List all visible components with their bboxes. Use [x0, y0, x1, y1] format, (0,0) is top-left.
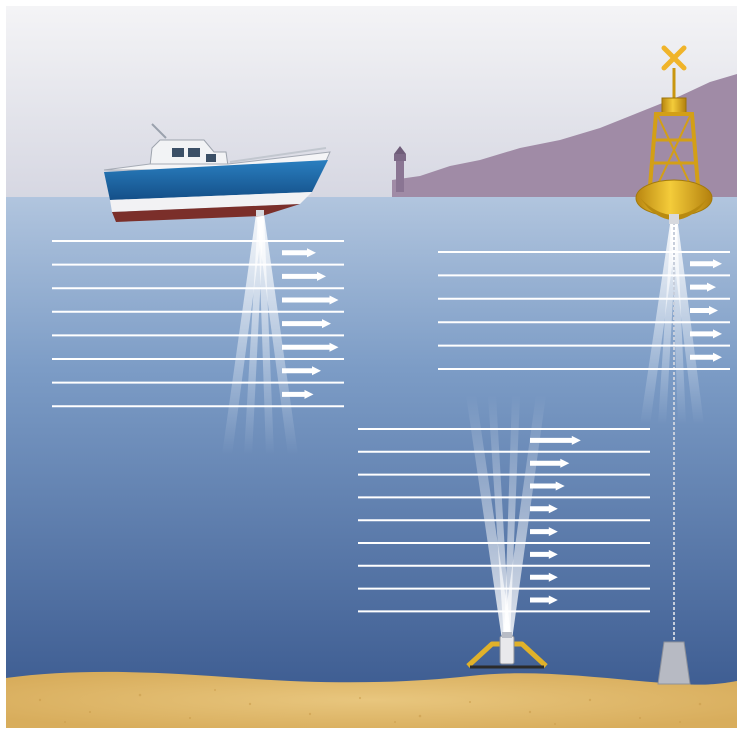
current-arrow-icon	[530, 595, 558, 605]
current-arrow-icon	[690, 259, 722, 269]
current-arrow-icon	[690, 329, 722, 339]
current-arrow-icon	[530, 527, 558, 537]
seabed-frame-icon	[466, 632, 548, 669]
current-arrow-icon	[282, 319, 331, 329]
buoy-anchor-icon	[657, 641, 691, 685]
current-arrow-icon	[690, 282, 716, 292]
seabed-depth-cells	[358, 428, 650, 613]
boat-icon	[103, 123, 331, 222]
sea	[6, 197, 737, 690]
seabed	[6, 671, 737, 728]
current-arrow-icon	[530, 458, 570, 468]
current-arrow-icon	[530, 435, 581, 445]
current-arrow-icon	[530, 572, 558, 582]
current-arrow-icon	[282, 248, 316, 258]
current-arrow-icon	[282, 271, 326, 281]
current-arrow-icon	[690, 306, 718, 315]
boat-depth-cells	[52, 240, 344, 408]
current-arrow-icon	[690, 352, 722, 362]
current-arrow-icon	[530, 549, 558, 559]
current-arrow-icon	[282, 295, 339, 305]
buoy-icon	[635, 45, 713, 224]
lighthouse-icon	[394, 146, 406, 192]
current-arrow-icon	[282, 389, 314, 399]
top-mark-icon	[661, 45, 687, 71]
current-arrow-icon	[282, 342, 339, 352]
sand-texture	[38, 689, 702, 725]
current-arrow-icon	[530, 481, 565, 491]
seabed-adcp-beams	[466, 395, 546, 640]
current-arrow-icon	[530, 504, 558, 514]
current-arrow-icon	[282, 366, 321, 376]
buoy-depth-cells	[438, 251, 730, 370]
